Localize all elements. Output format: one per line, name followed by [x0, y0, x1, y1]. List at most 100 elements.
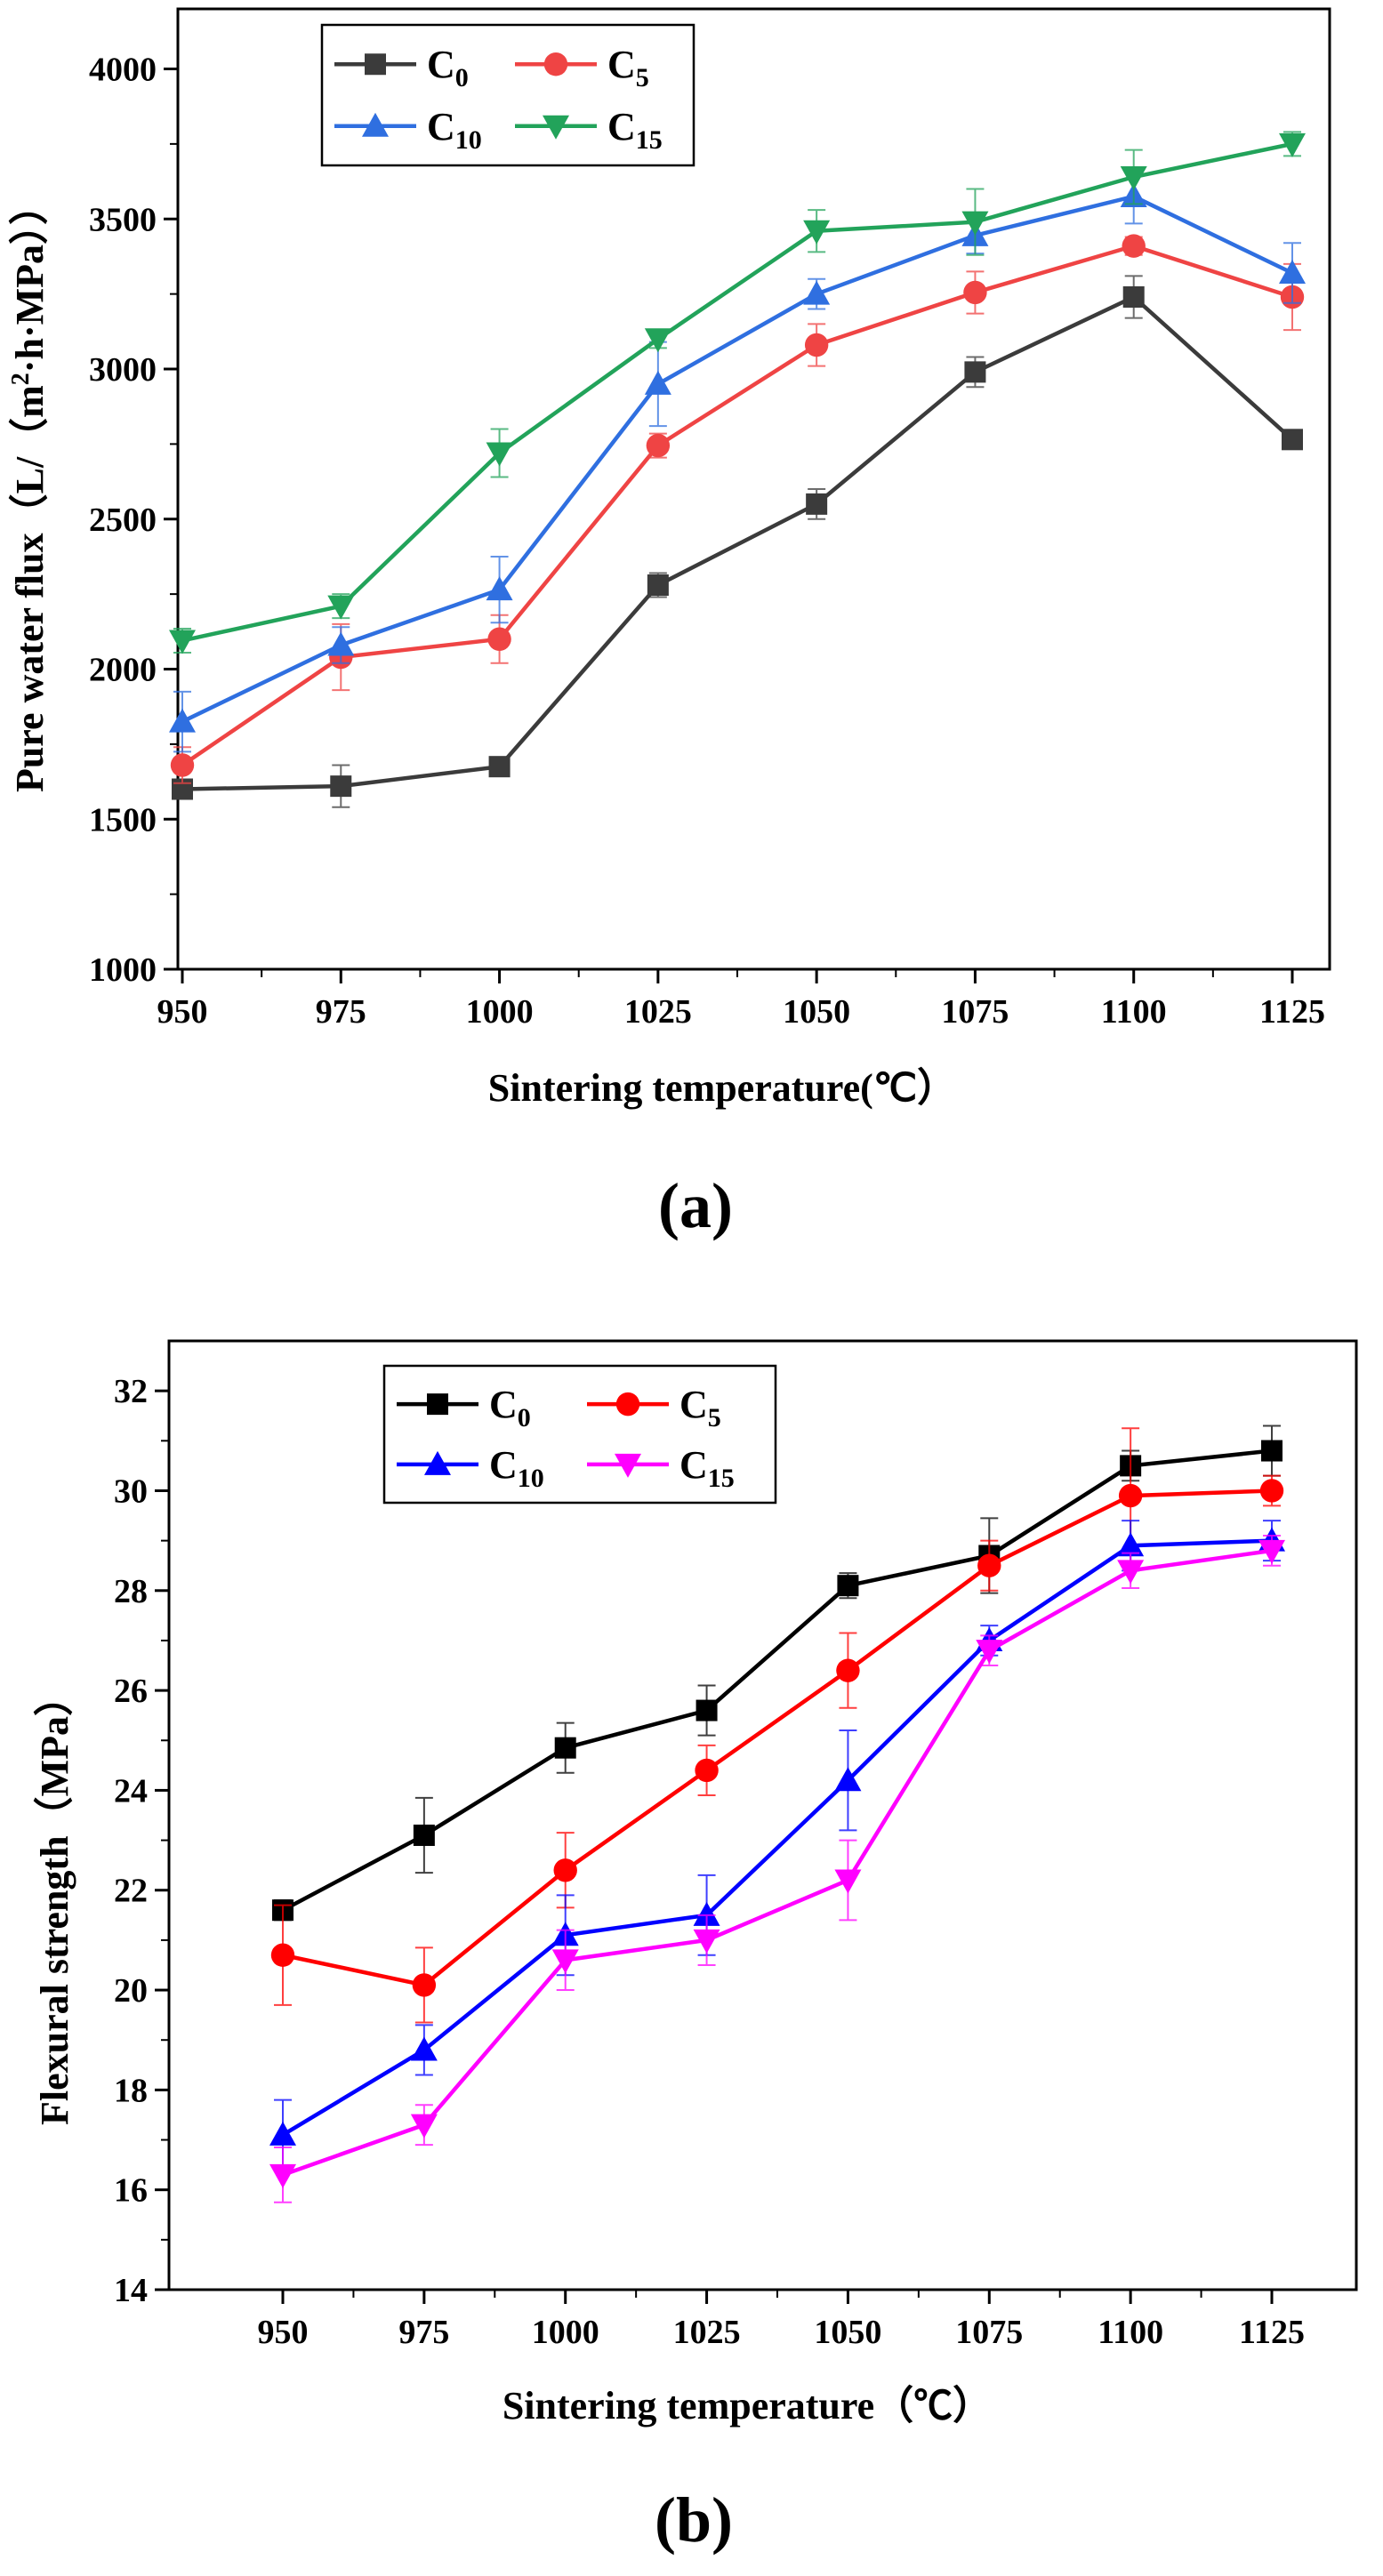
legend-label: C10	[427, 105, 482, 155]
chart-a-tick-labels: 950 975 1000 1025 1050 1075 1100 1125 1000 1500 20…	[89, 52, 1325, 1031]
chart-a-axes	[176, 7, 1331, 971]
data-point	[644, 328, 671, 353]
legend-marker	[362, 112, 389, 137]
data-point	[695, 1758, 719, 1783]
data-point	[1279, 132, 1306, 157]
y-tick-label: 1000	[89, 951, 157, 989]
data-point	[961, 211, 989, 236]
data-point	[803, 220, 831, 245]
data-point	[551, 1949, 579, 1974]
data-point	[1279, 260, 1306, 284]
y-tick-label: 1500	[89, 801, 157, 839]
chart-b-x-axis-title: Sintering temperature（℃）	[503, 2384, 992, 2428]
data-point	[412, 1973, 437, 1997]
chart-b-legend-box	[382, 1364, 777, 1505]
data-point	[269, 2163, 296, 2188]
legend-item-C15: C15	[515, 105, 663, 155]
x-tick-label: 1025	[673, 2314, 741, 2351]
data-point	[1282, 429, 1303, 451]
chart-a-series	[169, 131, 1306, 808]
data-point	[976, 1640, 1003, 1665]
data-point	[269, 2121, 296, 2146]
legend-label: C15	[607, 105, 663, 155]
data-point	[410, 2114, 438, 2139]
chart-b-legend: C0 C5 C10 C15	[382, 1364, 777, 1505]
chart-b-axes	[167, 1339, 1358, 2291]
legend-item-C10: C10	[397, 1443, 544, 1493]
y-tick-label: 22	[114, 1873, 148, 1910]
data-point	[693, 1901, 720, 1926]
y-tick-label: 3000	[89, 351, 157, 389]
data-point	[963, 280, 987, 305]
data-point	[964, 361, 986, 383]
y-tick-label: 30	[114, 1473, 148, 1510]
x-tick-label: 1100	[1101, 993, 1167, 1031]
x-tick-label: 1000	[532, 2314, 599, 2351]
data-point	[836, 1658, 860, 1682]
data-point	[553, 1858, 577, 1882]
chart-a-plot-frame	[176, 7, 1331, 971]
x-tick-label: 950	[258, 2314, 309, 2351]
series-line	[281, 1538, 1273, 2137]
series-C0	[172, 275, 1303, 808]
legend-label: C0	[427, 43, 469, 92]
data-point	[1117, 1532, 1145, 1557]
data-point	[1120, 166, 1147, 190]
legend-marker	[615, 1392, 640, 1416]
series-line	[181, 141, 1293, 643]
data-point	[554, 1737, 576, 1759]
data-point	[327, 631, 355, 656]
series-C5	[170, 234, 1305, 784]
data-point	[1259, 1479, 1284, 1503]
data-point	[644, 370, 671, 395]
legend-item-C5: C5	[515, 43, 649, 92]
data-point	[1118, 1483, 1143, 1508]
data-point	[486, 576, 513, 601]
legend-item-C10: C10	[334, 105, 482, 155]
x-tick-label: 975	[316, 993, 366, 1031]
data-point	[169, 630, 196, 654]
y-tick-label: 16	[114, 2172, 148, 2210]
chart-a-legend: C0 C5 C10 C15	[320, 23, 696, 167]
y-tick-label: 32	[114, 1373, 148, 1410]
data-point	[647, 574, 669, 596]
legend-marker	[543, 115, 569, 140]
x-tick-label: 950	[157, 993, 208, 1031]
legend-item-C0: C0	[334, 43, 469, 92]
chart-b-tick-labels: 950 975 1000 1025 1050 1075 1100 1125 14 16 18 20 22…	[114, 1373, 1305, 2351]
y-tick-label: 24	[114, 1772, 148, 1810]
y-tick-label: 4000	[89, 52, 157, 89]
x-tick-label: 1050	[783, 993, 850, 1031]
data-point	[413, 1824, 435, 1846]
y-tick-label: 2500	[89, 502, 157, 539]
series-line	[181, 194, 1293, 724]
data-point	[834, 1869, 862, 1894]
series-line	[181, 294, 1294, 791]
y-tick-label: 18	[114, 2072, 148, 2109]
x-tick-label: 975	[398, 2314, 449, 2351]
data-point	[804, 333, 829, 357]
data-point	[837, 1575, 859, 1597]
legend-marker	[424, 1450, 451, 1475]
x-tick-label: 1125	[1259, 993, 1325, 1031]
y-tick-label: 26	[114, 1673, 148, 1710]
x-tick-label: 1025	[624, 993, 692, 1031]
data-point	[410, 2036, 438, 2061]
series-line	[282, 1548, 1273, 2177]
data-point	[488, 756, 511, 778]
chart-a-ticks	[164, 68, 1294, 983]
data-point	[1117, 1560, 1145, 1585]
chart-a-y-axis-title: Pure water flux（L/（m2·h·MPa））	[7, 186, 52, 792]
legend-label: C10	[489, 1443, 544, 1493]
data-point	[806, 493, 828, 515]
chart-b-panel-label: (b)	[655, 2484, 733, 2556]
series-line	[282, 1489, 1273, 1987]
chart-a-panel-label: (a)	[658, 1170, 733, 1241]
chart-a-x-axis-title: Sintering temperature(℃）	[488, 1066, 956, 1110]
legend-label: C5	[607, 43, 649, 92]
y-tick-label: 14	[114, 2272, 148, 2309]
series-line	[281, 1448, 1273, 1913]
data-point	[327, 595, 355, 620]
chart-b-plot-frame	[167, 1339, 1358, 2291]
series-C15	[269, 1535, 1285, 2203]
